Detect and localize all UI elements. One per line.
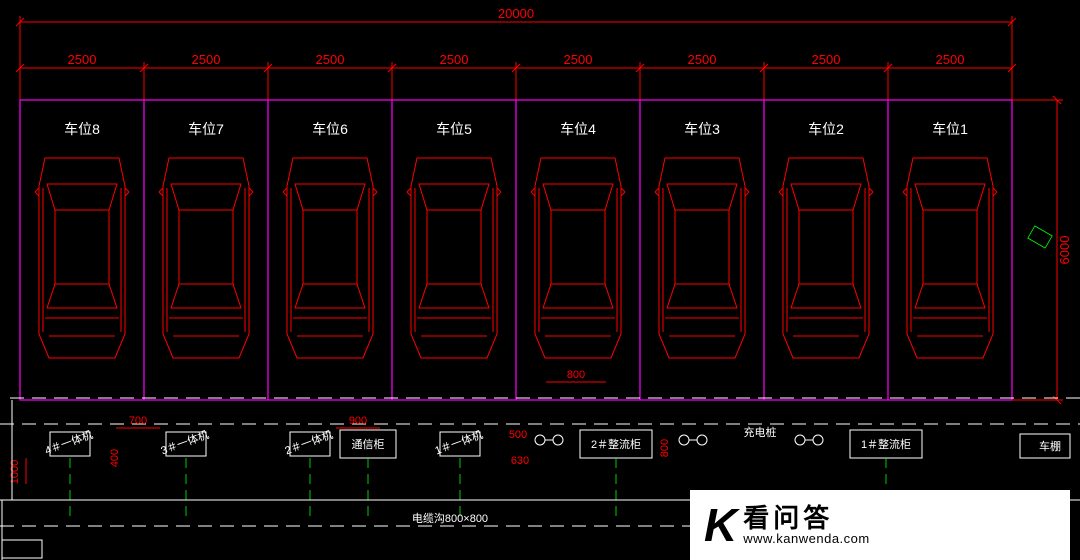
svg-text:700: 700 bbox=[129, 415, 147, 427]
svg-text:车位5: 车位5 bbox=[436, 121, 472, 137]
svg-text:电缆沟800×800: 电缆沟800×800 bbox=[412, 512, 488, 525]
svg-text:500: 500 bbox=[509, 429, 527, 441]
svg-text:900: 900 bbox=[349, 415, 367, 427]
svg-text:车位1: 车位1 bbox=[932, 121, 968, 137]
svg-text:2500: 2500 bbox=[440, 52, 469, 67]
logo-icon: K bbox=[704, 498, 733, 552]
watermark-url: www.kanwenda.com bbox=[743, 532, 870, 546]
svg-text:车位3: 车位3 bbox=[684, 121, 720, 137]
svg-text:2500: 2500 bbox=[812, 52, 841, 67]
svg-text:车位4: 车位4 bbox=[560, 121, 596, 137]
svg-text:2500: 2500 bbox=[316, 52, 345, 67]
svg-text:通信柜: 通信柜 bbox=[352, 438, 385, 451]
svg-text:630: 630 bbox=[511, 455, 529, 467]
svg-text:20000: 20000 bbox=[498, 6, 534, 21]
svg-text:2＃整流柜: 2＃整流柜 bbox=[591, 437, 641, 451]
svg-text:6000: 6000 bbox=[1057, 236, 1072, 265]
parking-diagram: 20000 2500 2500 2500 2500 2500 2500 2500 2500 600… bbox=[0, 0, 1080, 560]
watermark-cn: 看问答 bbox=[743, 505, 870, 532]
svg-text:车位2: 车位2 bbox=[808, 121, 844, 137]
watermark: K 看问答 www.kanwenda.com bbox=[690, 490, 1070, 560]
svg-text:400: 400 bbox=[109, 449, 121, 467]
svg-text:2500: 2500 bbox=[564, 52, 593, 67]
svg-text:2500: 2500 bbox=[68, 52, 97, 67]
svg-text:1＃整流柜: 1＃整流柜 bbox=[861, 437, 911, 451]
svg-text:800: 800 bbox=[567, 369, 585, 381]
svg-text:2500: 2500 bbox=[936, 52, 965, 67]
svg-text:2500: 2500 bbox=[192, 52, 221, 67]
svg-text:充电桩: 充电桩 bbox=[744, 425, 777, 439]
svg-text:1000: 1000 bbox=[9, 460, 21, 484]
svg-text:车棚: 车棚 bbox=[1039, 439, 1061, 453]
svg-text:2500: 2500 bbox=[688, 52, 717, 67]
svg-text:车位6: 车位6 bbox=[312, 121, 348, 137]
svg-text:车位7: 车位7 bbox=[188, 121, 224, 137]
svg-text:800: 800 bbox=[659, 439, 671, 457]
svg-text:车位8: 车位8 bbox=[64, 121, 100, 137]
